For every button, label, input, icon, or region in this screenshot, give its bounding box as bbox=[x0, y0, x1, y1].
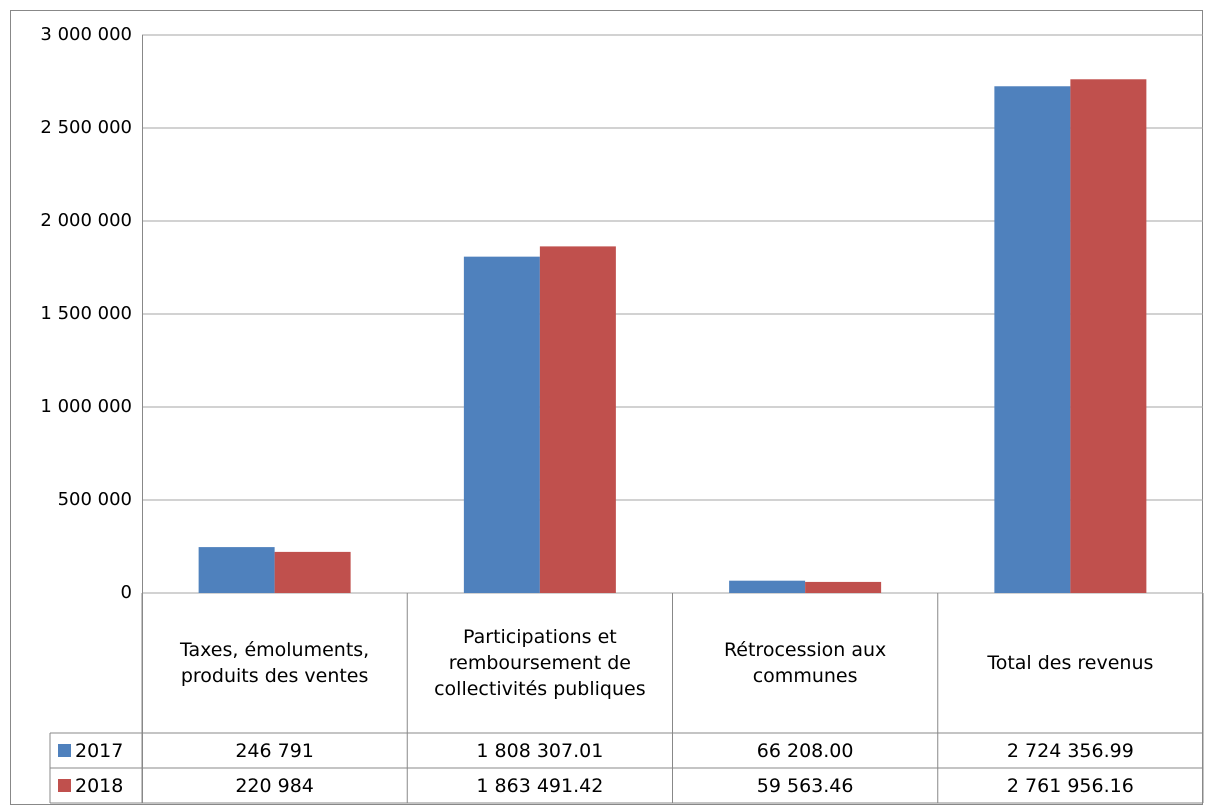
table-value: 2 724 356.99 bbox=[1006, 739, 1134, 762]
legend-swatch bbox=[58, 779, 71, 792]
bar bbox=[1070, 79, 1147, 594]
x-tick-label: Total des revenus bbox=[987, 652, 1154, 674]
table-value: 220 984 bbox=[235, 774, 314, 797]
y-tick-label: 2 000 000 bbox=[40, 210, 132, 231]
legend-label: 2017 bbox=[75, 739, 124, 762]
bar bbox=[198, 547, 275, 593]
y-tick-label: 1 000 000 bbox=[40, 396, 132, 417]
table-value: 2 761 956.16 bbox=[1006, 774, 1134, 797]
y-tick-label: 2 500 000 bbox=[40, 117, 132, 138]
x-tick-label: Rétrocession aux communes bbox=[723, 639, 887, 687]
legend-label: 2018 bbox=[75, 774, 124, 797]
x-tick-label: Participations et remboursement de colle… bbox=[434, 626, 646, 700]
table-value: 1 808 307.01 bbox=[476, 739, 604, 762]
legend-swatch bbox=[58, 744, 71, 757]
bar bbox=[729, 580, 806, 593]
y-tick-label: 3 000 000 bbox=[40, 24, 132, 45]
bar bbox=[994, 86, 1071, 594]
bar bbox=[274, 551, 351, 593]
table-value: 1 863 491.42 bbox=[476, 774, 604, 797]
y-tick-label: 500 000 bbox=[58, 489, 132, 510]
bar bbox=[539, 246, 616, 593]
table-value: 59 563.46 bbox=[756, 774, 854, 797]
table-value: 246 791 bbox=[235, 739, 314, 762]
y-tick-label: 0 bbox=[121, 582, 132, 603]
x-tick-label: Taxes, émoluments, produits des ventes bbox=[180, 639, 370, 687]
bar bbox=[805, 581, 882, 593]
y-tick-label: 1 500 000 bbox=[40, 303, 132, 324]
bar bbox=[463, 256, 540, 593]
table-value: 66 208.00 bbox=[756, 739, 854, 762]
